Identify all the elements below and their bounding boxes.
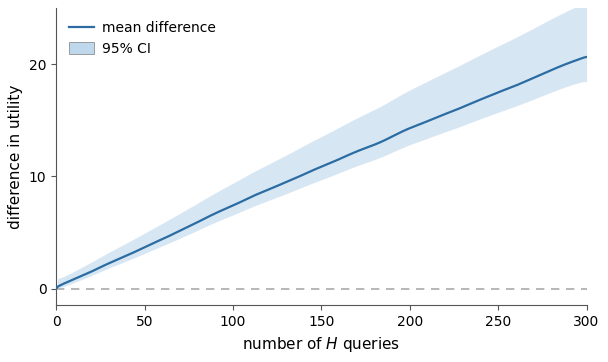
Y-axis label: difference in utility: difference in utility bbox=[9, 85, 23, 229]
X-axis label: number of $H$ queries: number of $H$ queries bbox=[243, 334, 401, 354]
Legend: mean difference, 95% CI: mean difference, 95% CI bbox=[60, 13, 224, 64]
